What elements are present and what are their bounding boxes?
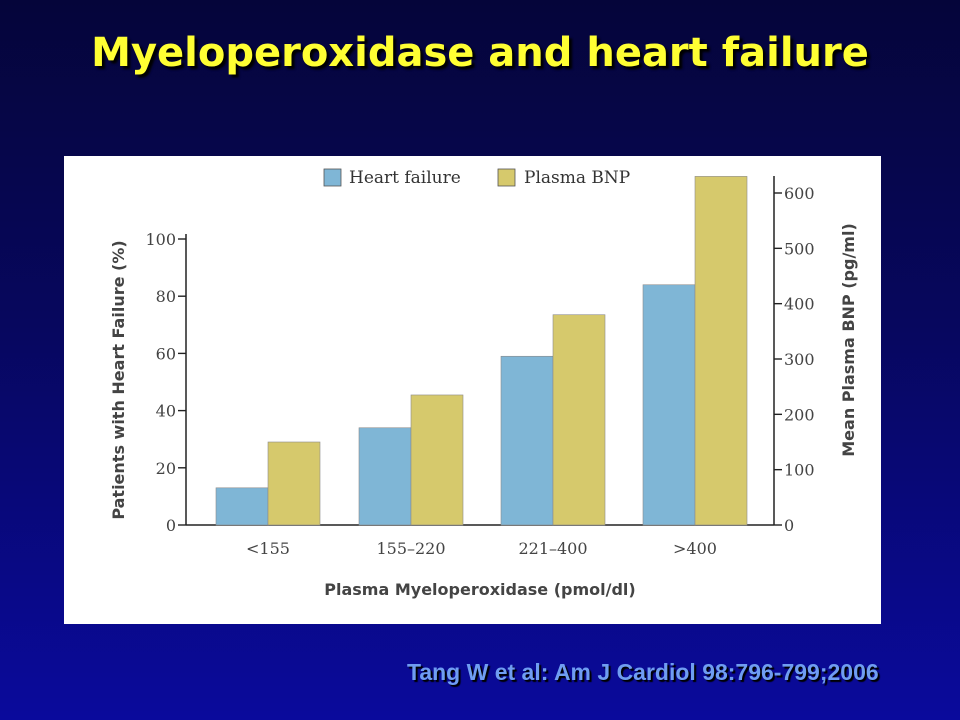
x-tick-label-400: >400 (673, 539, 717, 558)
legend-swatch-heart-failure (323, 168, 342, 187)
right-y-axis-title: Mean Plasma BNP (pg/ml) (839, 223, 858, 457)
bar-heart-failure-400 (642, 284, 696, 526)
left-y-tick-label-80: 80 (156, 287, 176, 306)
right-y-tick-label-400: 400 (784, 295, 815, 314)
right-y-tick-label-300: 300 (784, 350, 815, 369)
x-axis-title: Plasma Myeloperoxidase (pmol/dl) (324, 580, 635, 599)
legend-swatch-plasma-bnp (497, 168, 516, 187)
right-y-tick-label-200: 200 (784, 405, 815, 424)
x-tick-label-221-400: 221–400 (518, 539, 587, 558)
legend-label-plasma-bnp: Plasma BNP (524, 168, 630, 188)
right-y-tick-label-100: 100 (784, 461, 815, 480)
bar-plasma-bnp-221-400 (552, 314, 606, 526)
bar-heart-failure-155-220 (358, 427, 412, 526)
left-y-tick-label-40: 40 (156, 402, 176, 421)
chart-legend: Heart failure Plasma BNP (323, 168, 630, 188)
bars (215, 176, 748, 526)
bar-plasma-bnp-155 (267, 441, 321, 526)
legend-label-heart-failure: Heart failure (349, 168, 461, 188)
right-y-tick-label-0: 0 (784, 516, 794, 535)
x-tick-label-155: <155 (246, 539, 290, 558)
bar-plasma-bnp-155-220 (410, 394, 464, 526)
bar-plasma-bnp-400 (694, 176, 748, 526)
citation: Tang W et al: Am J Cardiol 98:796-799;20… (407, 659, 879, 685)
left-y-axis-title: Patients with Heart Failure (%) (109, 240, 128, 519)
right-y-axis-ticks: 0 100 200 300 400 500 600 (774, 184, 815, 535)
bar-chart: Heart failure Plasma BNP 0 20 40 60 80 100 0 1… (109, 168, 858, 599)
x-tick-label-155-220: 155–220 (376, 539, 445, 558)
bar-heart-failure-221-400 (500, 355, 554, 526)
left-y-tick-label-20: 20 (156, 459, 176, 478)
left-y-axis-ticks: 0 20 40 60 80 100 (145, 230, 186, 535)
left-y-tick-label-60: 60 (156, 344, 176, 363)
chart-panel: Heart failure Plasma BNP 0 20 40 60 80 100 0 1… (64, 156, 881, 624)
bar-heart-failure-155 (215, 487, 269, 526)
right-y-tick-label-500: 500 (784, 239, 815, 258)
slide-title: Myeloperoxidase and heart failure (91, 30, 869, 76)
left-y-tick-label-100: 100 (145, 230, 176, 249)
x-axis-tick-labels: <155 155–220 221–400 >400 (246, 539, 717, 558)
right-y-tick-label-600: 600 (784, 184, 815, 203)
left-y-tick-label-0: 0 (166, 516, 176, 535)
